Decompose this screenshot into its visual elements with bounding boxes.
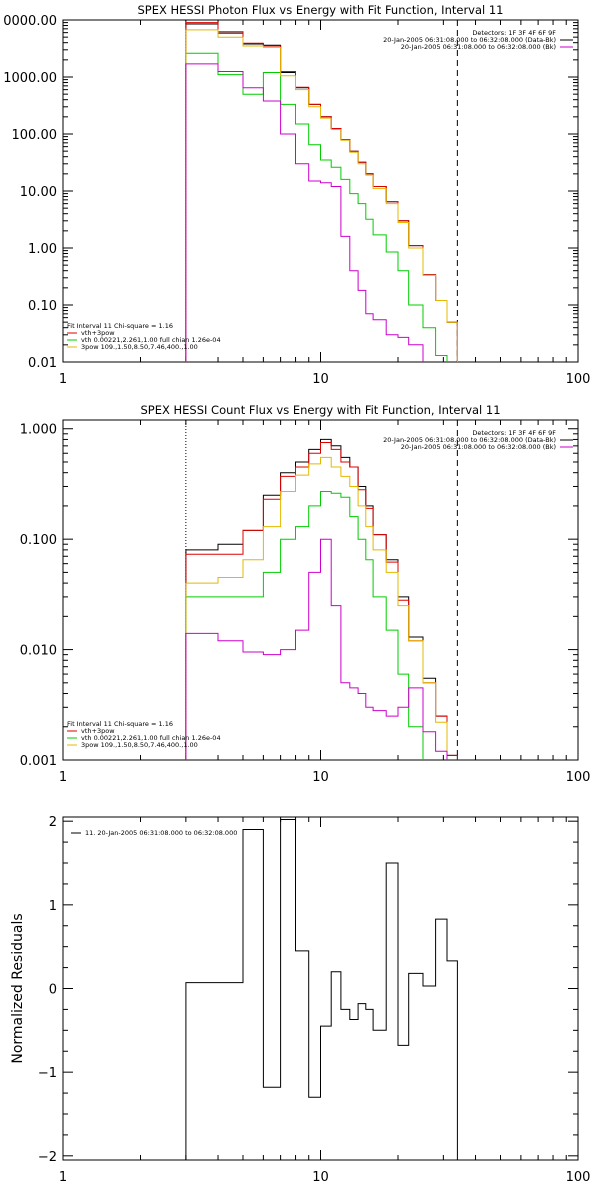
legend-fit-text: vth+3pow <box>81 727 115 735</box>
legend-header-text: 20-Jan-2005 06:31:08.000 to 06:32:08.000… <box>401 43 556 51</box>
legend-fit-text: 3pow 109.,1.50,8.50,7.46,400.,1.00 <box>81 343 198 351</box>
legend-fit-text: Fit Interval 11 Chi-square = 1.16 <box>67 720 173 728</box>
legend-fit-text: 3pow 109.,1.50,8.50,7.46,400.,1.00 <box>81 741 198 749</box>
x-tick-label: 1 <box>59 1170 67 1185</box>
y-tick-label: 0000.00 <box>3 14 57 29</box>
series-5-histogram <box>185 63 424 362</box>
y-tick-label: 1000.00 <box>3 71 57 86</box>
chart-title: SPEX HESSI Photon Flux vs Energy with Fi… <box>137 3 503 17</box>
x-tick-label: 10 <box>312 1170 329 1185</box>
legend-header-text: Detectors: 1F 3F 4F 6F 9F <box>472 29 556 37</box>
x-tick-label: 10 <box>312 372 329 387</box>
x-tick-label: 1 <box>59 770 67 785</box>
y-tick-label: 10.00 <box>20 185 57 200</box>
series-3-histogram <box>185 491 424 760</box>
y-tick-label: 0 <box>49 983 57 998</box>
chart-2: SPEX HESSI Count Flux vs Energy with Fit… <box>20 403 591 785</box>
series-4-histogram <box>185 29 458 362</box>
legend-header-text: 20-Jan-2005 06:31:08.000 to 06:32:08.000… <box>383 36 556 44</box>
x-tick-label: 10 <box>312 770 329 785</box>
legend-fit-text: vth 0.00221,2.261,1.00 full chian 1.26e-… <box>81 336 221 344</box>
x-tick-label: 100 <box>566 372 591 387</box>
legend-fit-text: vth+3pow <box>81 329 115 337</box>
x-tick-label: 100 <box>566 770 591 785</box>
chart-1: SPEX HESSI Photon Flux vs Energy with Fi… <box>3 3 590 387</box>
legend-fit-text: vth 0.00221,2.261,1.00 full chian 1.26e-… <box>81 734 221 742</box>
y-tick-label: −1 <box>38 1066 57 1081</box>
series-1-histogram <box>185 819 458 1160</box>
series-group <box>185 819 458 1160</box>
legend-header-text: 20-Jan-2005 06:31:08.000 to 06:32:08.000… <box>383 436 556 444</box>
y-tick-label: 0.001 <box>20 754 57 769</box>
y-tick-label: 0.010 <box>20 644 57 659</box>
y-tick-label: 1 <box>49 899 57 914</box>
series-1-histogram <box>185 438 458 760</box>
y-tick-label: 0.10 <box>28 299 57 314</box>
series-group <box>185 22 458 362</box>
chart-title: SPEX HESSI Count Flux vs Energy with Fit… <box>140 403 500 417</box>
y-tick-label: 0.01 <box>28 356 57 371</box>
y-tick-label: 1.000 <box>20 423 57 438</box>
series-3-histogram <box>185 52 448 362</box>
series-2-histogram <box>185 442 458 760</box>
plot-frame <box>62 19 579 363</box>
series-group <box>185 438 458 760</box>
x-tick-label: 100 <box>566 1170 591 1185</box>
y-tick-label: 2 <box>49 815 57 830</box>
y-axis-label: Normalized Residuals <box>10 913 26 1063</box>
legend-header-text: Detectors: 1F 3F 4F 6F 9F <box>472 429 556 437</box>
series-4-histogram <box>185 456 448 760</box>
x-tick-label: 1 <box>59 372 67 387</box>
y-tick-label: 1.00 <box>28 242 57 257</box>
y-tick-label: 100.00 <box>12 128 58 143</box>
chart-3: 1 10 100 −2 −1 0 1 2 Normalized Residuals 11. 20-… <box>10 815 590 1185</box>
plot-frame <box>62 816 579 1161</box>
plot-frame <box>62 419 579 761</box>
legend-header-text: 20-Jan-2005 06:31:08.000 to 06:32:08.000… <box>401 443 556 451</box>
legend-series-text: 11. 20-Jan-2005 06:31:08.000 to 06:32:08… <box>85 829 237 837</box>
y-tick-label: 0.100 <box>20 533 57 548</box>
legend-fit-text: Fit Interval 11 Chi-square = 1.16 <box>67 322 173 330</box>
series-5-histogram <box>185 538 448 760</box>
y-tick-label: −2 <box>38 1150 57 1165</box>
series-2-histogram <box>185 22 458 362</box>
